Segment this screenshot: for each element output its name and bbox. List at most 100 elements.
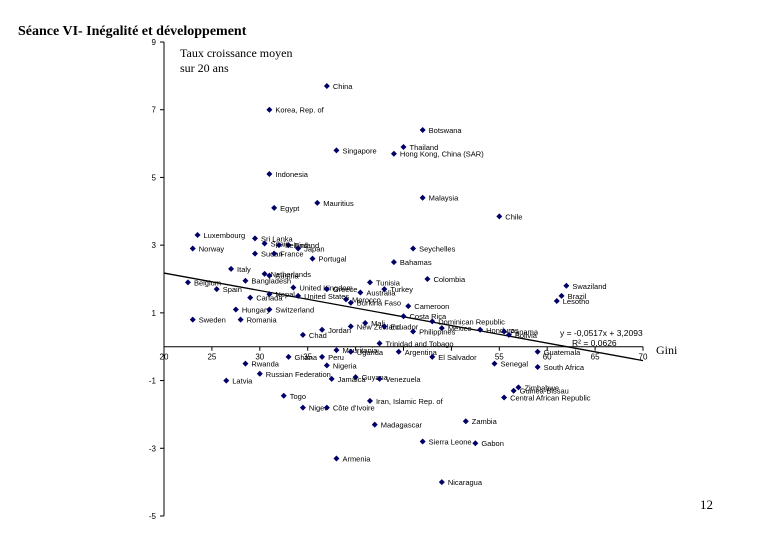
- data-label: Austria: [275, 272, 299, 281]
- data-point: [213, 286, 220, 293]
- data-point: [419, 194, 426, 201]
- data-label: Sri Lanka: [261, 234, 294, 243]
- data-label: Tunisia: [376, 278, 401, 287]
- data-label: Chad: [309, 331, 327, 340]
- data-label: El Salvador: [438, 353, 477, 362]
- data-point: [323, 286, 330, 293]
- x-tick-label: 20: [160, 353, 169, 362]
- data-label: China: [333, 82, 353, 91]
- y-tick-label: -3: [149, 444, 157, 453]
- data-point: [390, 259, 397, 266]
- data-point: [400, 313, 407, 320]
- data-label: Netherlands: [271, 270, 312, 279]
- trendline-equation: y = -0,0517x + 3,2093: [560, 328, 643, 338]
- data-point: [252, 235, 259, 242]
- data-label: Mali: [371, 319, 385, 328]
- data-point: [366, 279, 373, 286]
- data-label: Nepal: [275, 290, 295, 299]
- data-point: [376, 375, 383, 382]
- data-point: [194, 231, 201, 238]
- data-point: [247, 294, 254, 301]
- data-point: [515, 384, 522, 391]
- data-point: [275, 242, 282, 249]
- data-point: [252, 250, 259, 257]
- data-label: Iran, Islamic Rep. of: [376, 397, 444, 406]
- data-label: Switzerland: [275, 305, 314, 314]
- y-axis-label-line-1: Taux croissance moyen: [180, 46, 293, 60]
- x-axis-label: Gini: [656, 343, 678, 357]
- data-point: [266, 106, 273, 113]
- data-point: [323, 404, 330, 411]
- y-tick-label: 7: [152, 106, 157, 115]
- data-point: [266, 171, 273, 178]
- data-label: Trinidad and Tobago: [386, 339, 454, 348]
- data-label: Central African Republic: [510, 394, 591, 403]
- y-tick-label: -5: [149, 512, 157, 521]
- data-point: [228, 265, 235, 272]
- data-label: Uganda: [357, 348, 384, 357]
- data-point: [242, 360, 249, 367]
- data-point: [553, 298, 560, 305]
- data-point: [410, 328, 417, 335]
- data-label: Côte d'Ivoire: [333, 404, 375, 413]
- data-point: [505, 331, 512, 338]
- x-tick-label: 30: [255, 353, 264, 362]
- data-point: [419, 438, 426, 445]
- data-point: [271, 250, 278, 257]
- data-label: Russian Federation: [266, 370, 331, 379]
- data-label: Ghana: [295, 353, 318, 362]
- data-label: Egypt: [280, 204, 300, 213]
- data-label: Norway: [199, 245, 225, 254]
- data-point: [347, 323, 354, 330]
- data-label: Bahamas: [400, 258, 432, 267]
- r-squared: R² = 0,0626: [572, 338, 617, 348]
- data-label: Guyana: [362, 373, 389, 382]
- data-point: [295, 292, 302, 299]
- data-point: [410, 245, 417, 252]
- data-label: Armenia: [342, 454, 371, 463]
- data-point: [390, 150, 397, 157]
- data-point: [184, 279, 191, 286]
- data-label: Swaziland: [572, 282, 606, 291]
- data-point: [347, 299, 354, 306]
- data-point: [419, 127, 426, 134]
- data-label: Senegal: [501, 360, 529, 369]
- data-point: [534, 348, 541, 355]
- data-label: Sierra Leone: [429, 438, 472, 447]
- data-point: [352, 374, 359, 381]
- data-label: Australia: [366, 289, 396, 298]
- data-label: Hong Kong, China (SAR): [400, 150, 484, 159]
- data-point: [319, 326, 326, 333]
- data-point: [357, 289, 364, 296]
- data-point: [510, 387, 517, 394]
- data-label: Canada: [256, 294, 283, 303]
- data-point: [472, 440, 479, 447]
- data-point: [189, 316, 196, 323]
- x-tick-label: 70: [639, 353, 648, 362]
- data-point: [491, 360, 498, 367]
- x-tick-label: 65: [591, 353, 600, 362]
- data-point: [323, 362, 330, 369]
- data-label: Panama: [510, 327, 539, 336]
- data-label: Japan: [304, 245, 324, 254]
- data-label: Cameroon: [414, 302, 449, 311]
- data-label: Brazil: [568, 292, 587, 301]
- data-label: United States: [304, 292, 349, 301]
- data-label: Niger: [309, 404, 327, 413]
- data-point: [290, 284, 297, 291]
- data-label: Burkina Faso: [357, 299, 401, 308]
- data-label: Philippines: [419, 327, 456, 336]
- data-point: [285, 242, 292, 249]
- data-point: [266, 272, 273, 279]
- data-point: [189, 245, 196, 252]
- data-point: [405, 303, 412, 310]
- data-point: [501, 328, 508, 335]
- data-label: Morocco: [352, 295, 381, 304]
- data-label: Sweden: [199, 316, 226, 325]
- data-label: Togo: [290, 392, 306, 401]
- data-point: [496, 213, 503, 220]
- data-label: Mexico: [448, 324, 472, 333]
- y-tick-label: 9: [152, 38, 157, 47]
- data-label: Finland: [295, 241, 320, 250]
